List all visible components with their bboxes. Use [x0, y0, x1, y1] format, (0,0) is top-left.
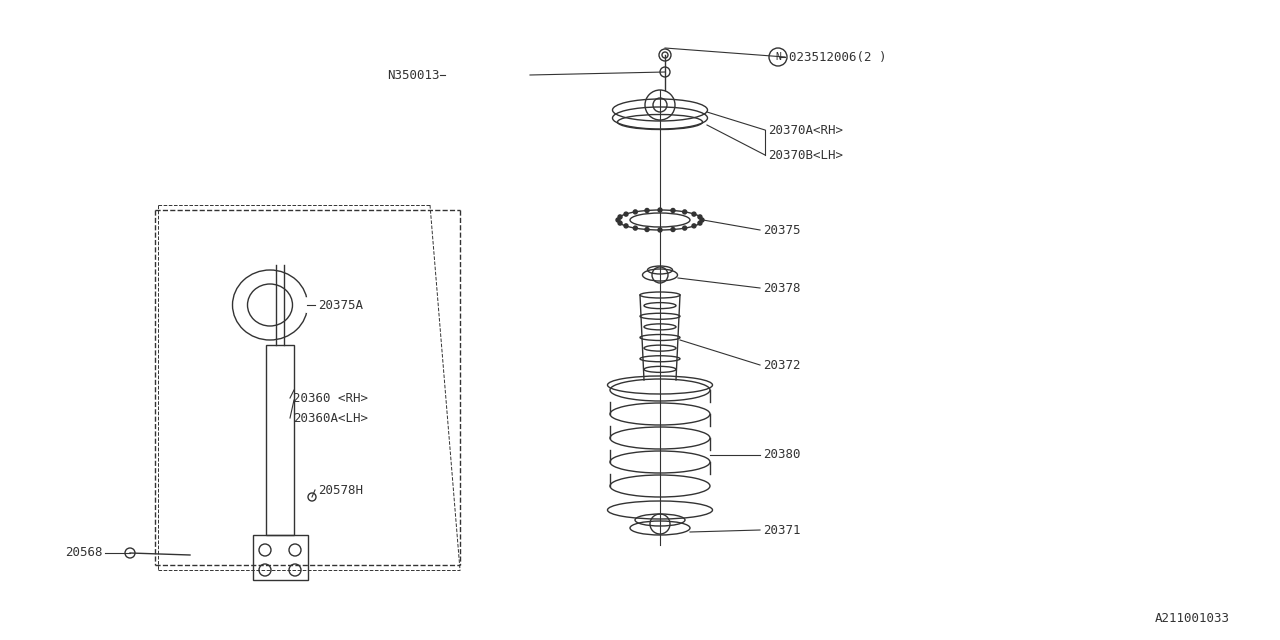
Text: N350013: N350013 [388, 68, 440, 81]
Circle shape [698, 215, 701, 219]
Circle shape [658, 208, 662, 212]
Circle shape [618, 221, 622, 225]
Text: 20370A<RH>: 20370A<RH> [768, 124, 844, 136]
Circle shape [645, 227, 649, 232]
Text: 20378: 20378 [763, 282, 800, 294]
Text: 20380: 20380 [763, 449, 800, 461]
Text: 20375A: 20375A [317, 298, 364, 312]
Bar [266, 345, 294, 535]
Text: 20360A<LH>: 20360A<LH> [293, 412, 369, 424]
Circle shape [625, 224, 628, 228]
Text: 20360 <RH>: 20360 <RH> [293, 392, 369, 404]
Text: 20578H: 20578H [317, 483, 364, 497]
Circle shape [634, 226, 637, 230]
Text: 20371: 20371 [763, 524, 800, 536]
Circle shape [692, 224, 696, 228]
Circle shape [698, 221, 701, 225]
Circle shape [682, 210, 686, 214]
Text: 023512006(2 ): 023512006(2 ) [788, 51, 887, 63]
Circle shape [634, 210, 637, 214]
Bar [253, 535, 308, 580]
Text: 20372: 20372 [763, 358, 800, 371]
Text: 20568: 20568 [65, 547, 102, 559]
Circle shape [625, 212, 628, 216]
Text: N: N [776, 52, 781, 62]
Text: 20375: 20375 [763, 223, 800, 237]
Circle shape [671, 227, 675, 232]
Circle shape [658, 228, 662, 232]
Circle shape [700, 218, 704, 222]
Circle shape [671, 209, 675, 212]
Circle shape [682, 226, 686, 230]
Circle shape [616, 218, 620, 222]
Circle shape [645, 209, 649, 212]
Text: 20370B<LH>: 20370B<LH> [768, 148, 844, 161]
Circle shape [692, 212, 696, 216]
Text: A211001033: A211001033 [1155, 612, 1230, 625]
Circle shape [618, 215, 622, 219]
